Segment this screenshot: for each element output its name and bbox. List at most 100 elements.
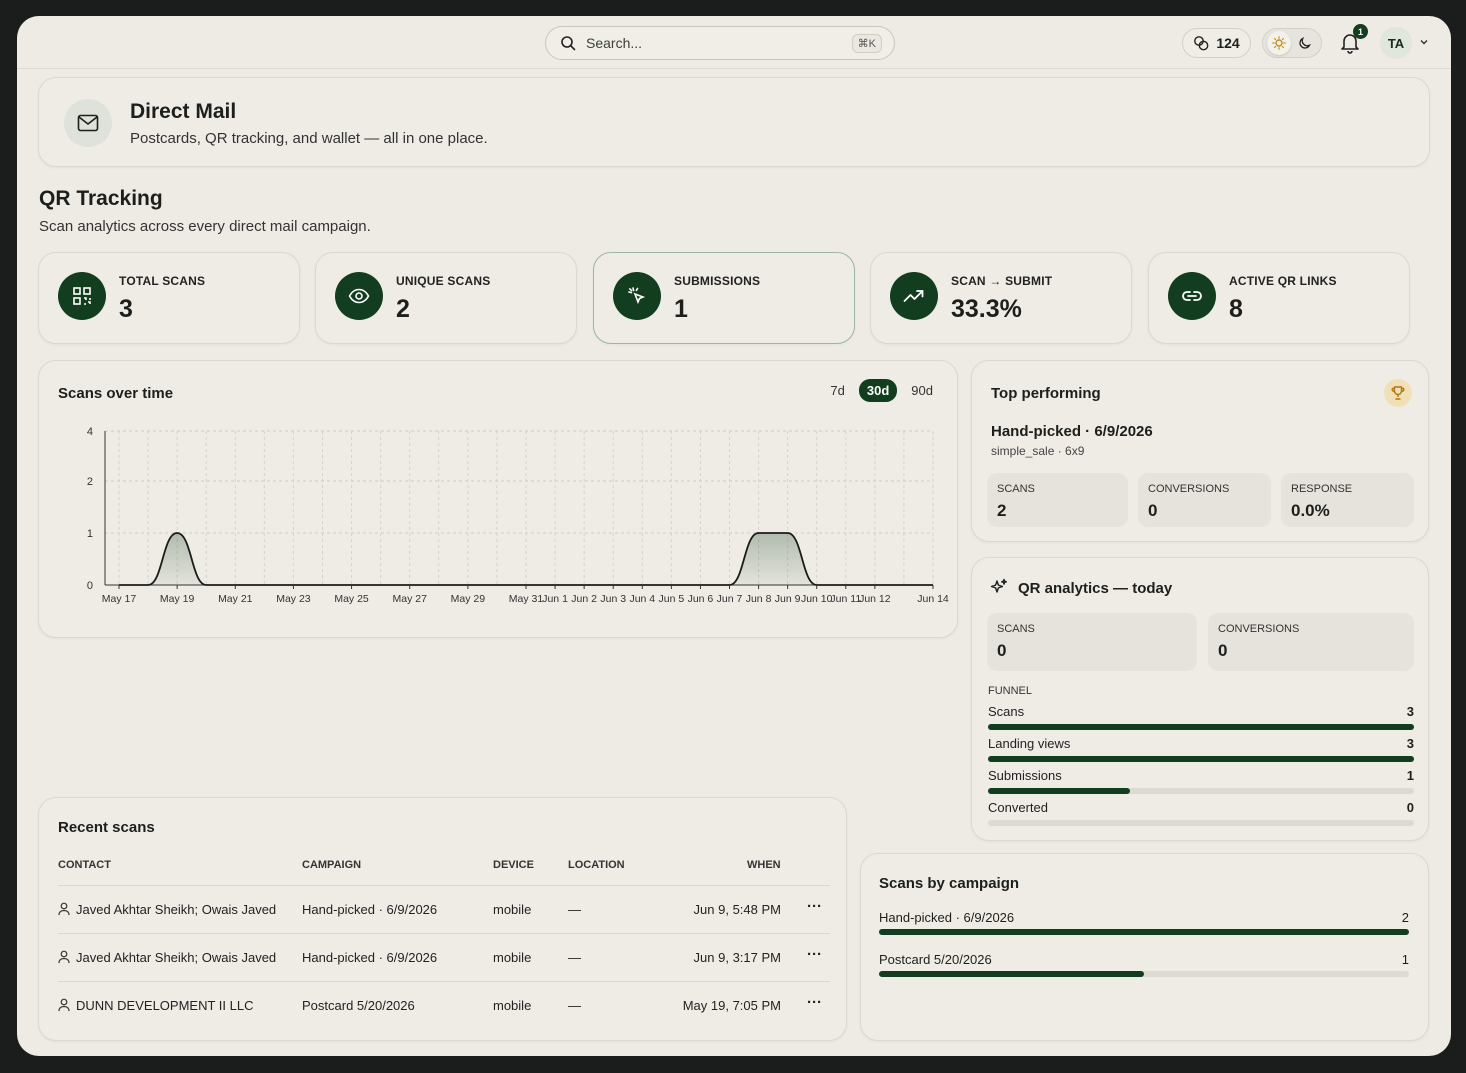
x-tick-label: Jun 1	[542, 593, 568, 605]
avatar[interactable]: TA	[1380, 27, 1412, 59]
more-icon[interactable]: ···	[807, 994, 822, 1011]
metric-label: CONVERSIONS	[1148, 483, 1230, 495]
x-tick-label: Jun 14	[917, 593, 949, 605]
stat-value: 3	[119, 295, 133, 323]
stat-label: TOTAL SCANS	[119, 274, 206, 288]
x-tick-label: May 27	[392, 593, 427, 605]
x-tick-label: May 31	[509, 593, 544, 605]
campaign-label: Hand-picked · 6/9/2026	[879, 910, 1015, 925]
search-icon	[561, 36, 576, 51]
x-tick-label: Jun 7	[717, 593, 743, 605]
row-when: Jun 9, 5:48 PM	[693, 902, 781, 917]
row-campaign: Hand-picked · 6/9/2026	[302, 950, 438, 965]
eye-icon	[335, 272, 383, 320]
table-row[interactable]: Javed Akhtar Sheikh; Owais Javed Hand-pi…	[58, 885, 830, 933]
campaign-row: Hand-picked · 6/9/2026 2	[879, 910, 1409, 935]
scans-by-campaign-title: Scans by campaign	[879, 875, 1020, 892]
table-row[interactable]: Javed Akhtar Sheikh; Owais Javed Hand-pi…	[58, 933, 830, 981]
qr-code-icon	[58, 272, 106, 320]
col-campaign: CAMPAIGN	[302, 859, 362, 871]
campaign-value: 2	[1401, 910, 1409, 925]
campaign-bar	[879, 929, 1409, 935]
series-area	[119, 533, 933, 585]
x-tick-label: May 17	[102, 593, 137, 605]
x-tick-label: May 21	[218, 593, 253, 605]
stat-label: ACTIVE QR LINKS	[1229, 274, 1337, 288]
more-icon[interactable]: ···	[807, 946, 822, 963]
row-location: —	[568, 998, 581, 1013]
chevron-down-icon[interactable]	[1419, 37, 1429, 47]
funnel-row-landing-views: Landing views 3	[988, 736, 1414, 762]
campaign-row: Postcard 5/20/2026 1	[879, 952, 1409, 977]
range-90d[interactable]: 90d	[911, 383, 933, 398]
stat-value: 2	[396, 295, 410, 323]
funnel-bar	[988, 724, 1414, 730]
x-tick-label: Jun 9	[775, 593, 801, 605]
stat-label: SUBMISSIONS	[674, 274, 761, 288]
row-when: May 19, 7:05 PM	[682, 998, 781, 1013]
funnel-track	[988, 788, 1414, 794]
sun-icon[interactable]	[1267, 31, 1291, 55]
theme-toggle[interactable]	[1262, 28, 1322, 58]
trending-up-icon	[890, 272, 938, 320]
metric-label: SCANS	[997, 623, 1035, 635]
col-when: WHEN	[747, 859, 781, 871]
funnel-heading: FUNNEL	[988, 685, 1033, 697]
funnel-bar	[988, 788, 1130, 794]
col-contact: CONTACT	[58, 859, 111, 871]
search-input[interactable]: Search... ⌘K	[545, 26, 895, 60]
row-campaign: Hand-picked · 6/9/2026	[302, 902, 438, 917]
bell-icon[interactable]	[1338, 30, 1362, 56]
col-device: DEVICE	[493, 859, 534, 871]
stat-label: SCAN → SUBMIT	[951, 274, 1053, 288]
funnel-label: Scans	[988, 704, 1025, 719]
table-row[interactable]: DUNN DEVELOPMENT II LLC Postcard 5/20/20…	[58, 981, 830, 1029]
recent-scans-card: Recent scans CONTACT CAMPAIGN DEVICE LOC…	[38, 797, 847, 1041]
stat-total-scans: TOTAL SCANS 3	[38, 252, 300, 344]
metric-value: 0	[1148, 501, 1158, 520]
qr-today-title: QR analytics — today	[1018, 580, 1173, 597]
credits-button[interactable]: 124	[1182, 28, 1251, 58]
funnel-row-scans: Scans 3	[988, 704, 1414, 730]
x-tick-label: Jun 4	[629, 593, 655, 605]
page-title: Direct Mail	[130, 100, 237, 123]
y-tick-label: 4	[87, 426, 93, 438]
x-tick-label: May 23	[276, 593, 311, 605]
row-contact: Javed Akhtar Sheikh; Owais Javed	[76, 950, 277, 965]
funnel-track	[988, 756, 1414, 762]
link-icon	[1168, 272, 1216, 320]
range-selector: 7d 30d 90d	[822, 379, 941, 402]
campaign-bar	[879, 971, 1144, 977]
app-frame: Search... ⌘K 124 1 TA Direct Mail Postca…	[17, 16, 1451, 1056]
scans-over-time-card: Scans over time 7d 30d 90d 0 1 2 4 May 17 May…	[38, 360, 958, 638]
row-contact: DUNN DEVELOPMENT II LLC	[76, 998, 254, 1013]
row-location: —	[568, 950, 581, 965]
range-7d[interactable]: 7d	[830, 383, 845, 398]
stat-submissions: SUBMISSIONS 1	[593, 252, 855, 344]
x-tick-label: May 29	[451, 593, 486, 605]
row-campaign: Postcard 5/20/2026	[302, 998, 415, 1013]
x-tick-label: Jun 11	[830, 593, 861, 605]
moon-icon[interactable]	[1293, 31, 1317, 55]
search-placeholder: Search...	[586, 35, 643, 51]
row-contact: Javed Akhtar Sheikh; Owais Javed	[76, 902, 277, 917]
scans-by-campaign-card: Scans by campaign Hand-picked · 6/9/2026…	[860, 853, 1429, 1041]
campaign-track	[879, 971, 1409, 977]
direct-mail-header: Direct Mail Postcards, QR tracking, and …	[38, 77, 1430, 167]
campaign-track	[879, 929, 1409, 935]
x-tick-label: Jun 3	[600, 593, 626, 605]
funnel-row-submissions: Submissions 1	[988, 768, 1414, 794]
top-campaign-detail: simple_sale · 6x9	[991, 444, 1085, 458]
scans-chart: 0 1 2 4 May 17 May 19 May 21 May 23 May 25 May 27…	[87, 426, 949, 605]
metric-label: CONVERSIONS	[1218, 623, 1300, 635]
funnel-row-converted: Converted 0	[988, 800, 1414, 826]
funnel-value: 3	[1406, 704, 1414, 719]
stat-value: 8	[1229, 295, 1243, 323]
trophy-icon	[1384, 379, 1412, 407]
range-30d[interactable]: 30d	[858, 379, 898, 402]
y-tick-label: 2	[87, 476, 93, 488]
more-icon[interactable]: ···	[807, 898, 822, 915]
row-device: mobile	[493, 998, 532, 1013]
x-tick-label: Jun 8	[746, 593, 772, 605]
notification-badge: 1	[1353, 24, 1368, 39]
